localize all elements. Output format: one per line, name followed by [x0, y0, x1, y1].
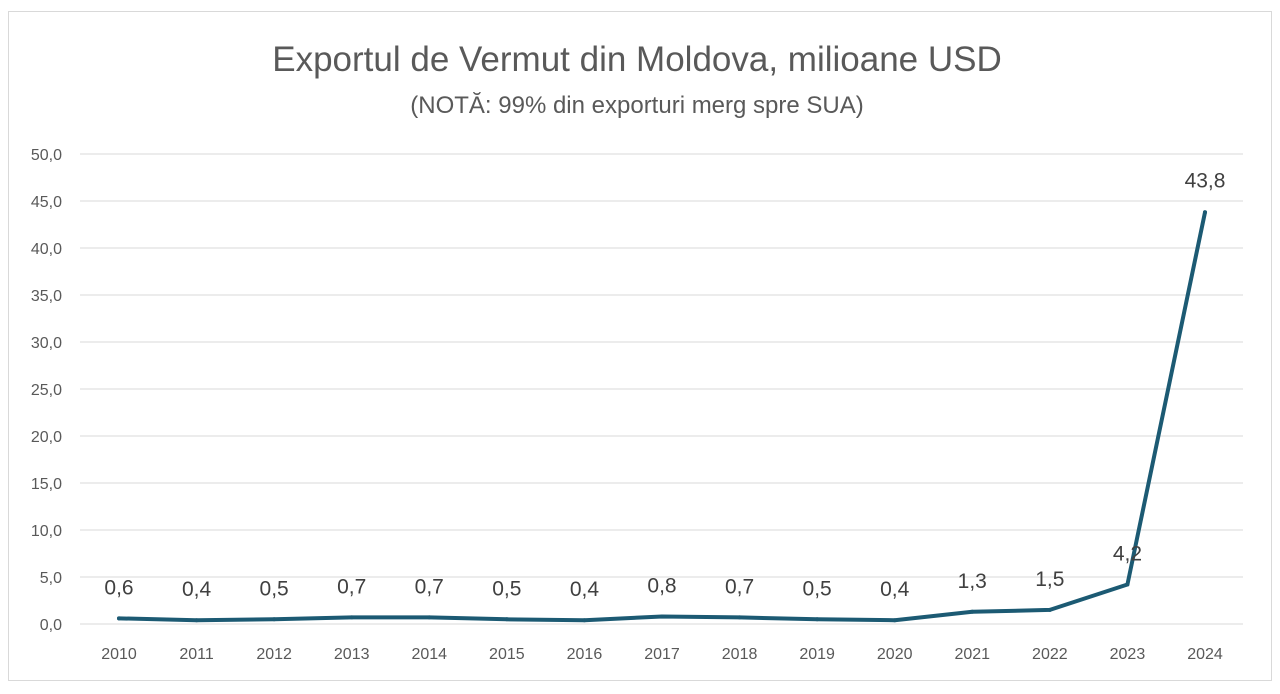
y-tick-label: 35,0 [31, 288, 62, 305]
data-point [117, 616, 121, 621]
y-tick-label: 25,0 [31, 382, 62, 399]
data-label: 0,4 [570, 578, 600, 601]
x-tick-label: 2022 [1032, 646, 1068, 663]
chart-subtitle: (NOTĂ: 99% din exporturi merg spre SUA) [410, 92, 863, 119]
y-tick-label: 5,0 [40, 570, 62, 587]
y-tick-label: 30,0 [31, 335, 62, 352]
y-axis-ticks: 0,0 5,0 10,0 15,0 20,0 25,0 30,0 35,0 40,0 45,0 50… [31, 147, 62, 634]
data-label: 0,7 [415, 575, 444, 598]
data-label: 0,7 [725, 575, 754, 598]
data-label: 0,7 [337, 575, 366, 598]
data-point [1203, 210, 1207, 215]
y-tick-label: 15,0 [31, 476, 62, 493]
y-tick-label: 45,0 [31, 194, 62, 211]
data-label: 0,5 [803, 577, 832, 600]
data-label: 0,6 [104, 576, 133, 599]
data-labels: 0,6 0,4 0,5 0,7 0,7 0,5 0,4 0,8 0,7 0,5 0,4 1,3 1,5 4… [104, 169, 1225, 601]
data-label: 1,3 [958, 570, 987, 593]
data-point [272, 617, 277, 622]
x-tick-label: 2013 [334, 646, 370, 663]
y-tick-label: 0,0 [40, 617, 62, 634]
x-tick-label: 2024 [1187, 646, 1223, 663]
x-tick-label: 2011 [179, 646, 214, 663]
gridlines [80, 153, 1243, 625]
x-axis-ticks: 2010 2011 2012 2013 2014 2015 2016 2017 2018 2019… [101, 646, 1223, 663]
y-tick-label: 20,0 [31, 429, 62, 446]
data-label: 0,4 [182, 578, 212, 601]
data-point [582, 618, 587, 623]
series-line [117, 210, 1207, 623]
data-point [427, 615, 432, 620]
y-tick-label: 50,0 [31, 147, 62, 164]
x-tick-label: 2015 [489, 646, 525, 663]
data-label: 0,4 [880, 578, 910, 601]
data-label: 0,5 [492, 577, 521, 600]
x-tick-label: 2021 [954, 646, 990, 663]
x-tick-label: 2020 [877, 646, 913, 663]
x-tick-label: 2019 [799, 646, 835, 663]
y-tick-label: 10,0 [31, 523, 62, 540]
data-point [815, 617, 820, 622]
x-tick-label: 2012 [256, 646, 292, 663]
chart-title: Exportul de Vermut din Moldova, milioane… [272, 40, 1002, 79]
x-tick-label: 2016 [567, 646, 603, 663]
data-point [1047, 607, 1052, 612]
data-point [737, 615, 742, 620]
data-label: 4,2 [1113, 543, 1142, 566]
data-point [349, 615, 354, 620]
data-point [970, 609, 975, 614]
data-label: 43,8 [1185, 169, 1226, 192]
x-tick-label: 2014 [411, 646, 447, 663]
data-point [660, 614, 664, 619]
data-point [504, 617, 509, 622]
data-point [194, 618, 199, 623]
x-tick-label: 2023 [1110, 646, 1146, 663]
data-point [1125, 582, 1130, 587]
y-tick-label: 40,0 [31, 241, 62, 258]
data-label: 0,5 [260, 577, 289, 600]
data-label: 1,5 [1035, 568, 1064, 591]
chart-frame [8, 11, 1272, 681]
data-label: 0,8 [647, 574, 676, 597]
data-point [892, 618, 897, 623]
x-tick-label: 2017 [644, 646, 680, 663]
x-tick-label: 2018 [722, 646, 758, 663]
x-tick-label: 2010 [101, 646, 137, 663]
series-layer [117, 210, 1207, 623]
